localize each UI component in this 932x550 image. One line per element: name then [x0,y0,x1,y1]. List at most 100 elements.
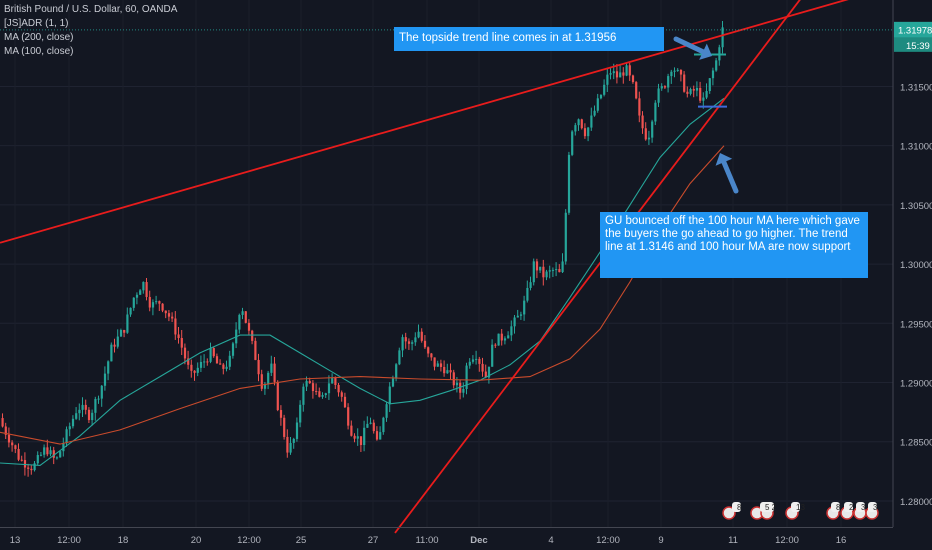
candle-body [123,329,126,333]
candle-body [443,366,446,374]
candle-body [267,372,270,384]
candle-body [497,333,500,346]
price-axis[interactable]: 1.31500 1.31000 1.30500 1.30000 1.29500 1.290… [892,0,932,527]
candle-body [78,409,81,414]
symbol-title[interactable]: British Pound / U.S. Dollar, 60, OANDA [4,4,178,15]
candle-body [475,358,478,360]
candle-body [654,102,657,122]
event-count[interactable]: 2 [849,503,854,512]
candle-body [155,301,158,303]
candle-body [430,353,433,358]
candle-body [369,422,372,424]
candle-body [139,290,142,295]
event-count[interactable]: 13 [796,503,805,512]
candle-body [468,361,471,366]
candle-body [87,409,91,421]
candle-body [507,335,510,339]
candle-body [183,347,187,359]
candle-body [350,425,353,436]
candle-body [420,331,423,341]
candle-body [663,86,667,88]
candle-body [97,398,100,400]
trendline-topside[interactable] [0,0,895,244]
candle-body [401,337,404,351]
event-count-bg [844,502,853,512]
candle-body [119,329,123,337]
candle-body [593,110,596,116]
candle-body [33,463,36,471]
candle-body [657,88,660,103]
event-count[interactable]: 3 [873,503,878,512]
candle-body [433,357,436,367]
candle-body [347,407,350,426]
event-count-bg [732,502,741,512]
candle-body [187,358,190,365]
candle-body [375,431,379,440]
candle-body [606,74,609,85]
candle-body [343,396,347,408]
candle-body [247,322,251,331]
candle-body [660,86,663,89]
candle-body [667,76,670,88]
candle-body [542,266,545,278]
candle-body [641,115,644,129]
candle-body [52,450,55,458]
indicator-ma100[interactable]: MA (100, close) [4,46,74,57]
candle-body [30,468,33,471]
candle-body [699,87,702,101]
candle-body [715,60,718,71]
candle-body [244,311,247,323]
event-count[interactable]: 8 [737,503,742,512]
candle-body [23,460,27,468]
candle-body [17,448,20,460]
candle-body [238,314,241,330]
candle-body [295,422,299,439]
candle-body [43,447,46,455]
candle-body [471,359,475,362]
candle-body [638,98,641,116]
candle-body [465,365,468,389]
candle-body [167,313,171,317]
candle-body [673,70,676,72]
event-count[interactable]: 3 [861,503,866,512]
candle-body [305,380,308,387]
candle-body [417,331,420,338]
x-tick-label: 25 [296,535,307,546]
candle-body [622,72,625,76]
candle-body [177,334,180,339]
candle-body [452,372,455,386]
candle-body [721,27,724,48]
candle-body [548,270,551,272]
x-tick-label: 12:00 [237,535,261,546]
candle-body [113,344,116,347]
indicator-ma200[interactable]: MA (200, close) [4,32,74,43]
candle-body [1,418,4,427]
event-count[interactable]: 5 2 [765,503,777,512]
candle-body [308,380,311,384]
annotation-topside[interactable]: The topside trend line comes in at 1.319… [394,27,664,51]
event-count[interactable]: 8 [836,503,841,512]
indicator-adr[interactable]: [JS]ADR (1, 1) [4,18,69,29]
candle-body [436,363,439,367]
candle-body [423,340,427,348]
x-tick-label: 27 [368,535,379,546]
flag-us-icon[interactable] [722,506,736,520]
candle-body [318,391,321,397]
time-axis[interactable]: 13 12:00 18 20 12:00 25 27 11:00 Dec 4 12:00 9 11 12:… [0,527,893,547]
candle-body [75,413,78,419]
annotation-support[interactable]: GU bounced off the 100 hour MA here whic… [600,212,868,278]
event-count-bg [760,502,774,512]
candle-body [487,366,491,378]
candle-body [449,370,452,373]
candle-body [590,115,593,128]
candle-body [126,314,129,333]
candle-body [676,69,679,71]
candle-body [478,358,481,364]
candle-body [683,74,686,92]
candle-body [203,361,206,363]
candle-body [55,457,59,459]
candle-body [39,454,43,456]
y-tick-label: 1.29000 [900,379,932,390]
event-count-bg [868,502,877,512]
